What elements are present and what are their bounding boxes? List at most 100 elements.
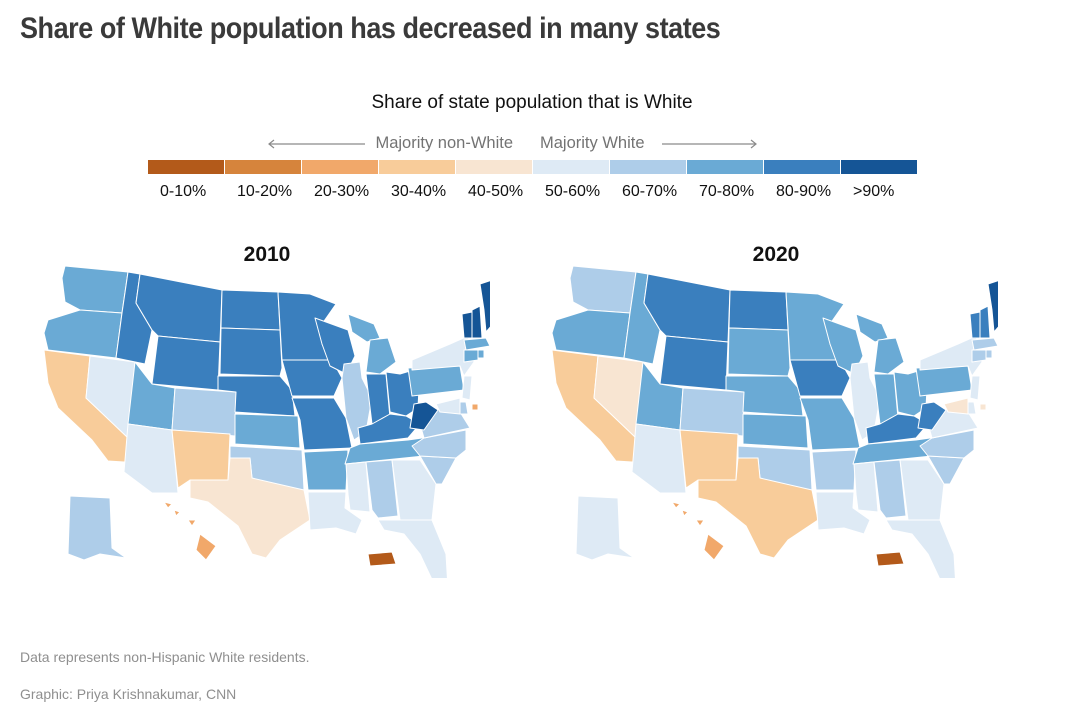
- state-ga: [899, 459, 945, 521]
- state-de: [967, 401, 977, 415]
- state-dc: [979, 403, 987, 411]
- data-note: Data represents non-Hispanic White resid…: [20, 649, 310, 665]
- state-ks: [742, 413, 809, 449]
- legend-label-1: 10-20%: [237, 183, 293, 200]
- legend-label-6: 60-70%: [622, 183, 678, 200]
- state-ga: [391, 459, 437, 521]
- legend-color-scale: [148, 160, 918, 174]
- legend-swatch-7: [687, 160, 763, 174]
- state-sd: [219, 327, 283, 377]
- state-la: [815, 491, 871, 535]
- state-ms: [345, 461, 371, 513]
- legend-label-5: 50-60%: [545, 183, 601, 200]
- legend-swatch-1: [225, 160, 301, 174]
- state-ma: [463, 337, 490, 351]
- legend-label-0: 0-10%: [160, 183, 207, 200]
- legend-labels: 0-10% 10-20% 20-30% 30-40% 40-50% 50-60% 60-70…: [148, 183, 918, 201]
- state-mo: [291, 397, 353, 451]
- legend-swatch-3: [379, 160, 455, 174]
- state-ne: [725, 375, 804, 417]
- state-nc: [411, 429, 467, 459]
- state-de: [459, 401, 469, 415]
- state-fl: [377, 519, 448, 578]
- state-ar: [303, 449, 349, 491]
- state-nj: [461, 375, 473, 401]
- state-fl: [885, 519, 956, 578]
- state-vt: [969, 311, 981, 339]
- legend-label-9: >90%: [853, 183, 895, 200]
- state-wv: [409, 401, 439, 431]
- state-la: [307, 491, 363, 535]
- state-al: [365, 459, 399, 519]
- legend-swatch-2: [302, 160, 378, 174]
- headline: Share of White population has decreased …: [20, 12, 721, 45]
- state-ny: [919, 335, 983, 377]
- state-pa: [407, 365, 465, 397]
- state-nd: [728, 289, 789, 331]
- state-ct: [463, 349, 479, 363]
- state-hi: [671, 501, 725, 561]
- state-pr: [875, 551, 905, 567]
- legend-swatch-6: [610, 160, 686, 174]
- state-md: [943, 397, 969, 415]
- map-title-2020: 2020: [752, 243, 800, 266]
- legend-swatch-4: [456, 160, 532, 174]
- state-ct: [971, 349, 987, 363]
- state-ak: [575, 495, 635, 561]
- state-vt: [461, 311, 473, 339]
- state-ne: [217, 375, 296, 417]
- state-mi: [855, 313, 905, 375]
- state-nc: [919, 429, 975, 459]
- state-nh: [979, 305, 991, 339]
- state-wa: [61, 265, 129, 314]
- legend-swatch-9: [841, 160, 917, 174]
- state-nm: [679, 429, 739, 489]
- legend-swatch-8: [764, 160, 840, 174]
- state-nh: [471, 305, 483, 339]
- state-or: [43, 309, 123, 359]
- state-az: [123, 423, 179, 494]
- state-ia: [281, 359, 343, 397]
- state-al: [873, 459, 907, 519]
- state-md: [435, 397, 461, 415]
- legend-title: Share of state population that is White: [371, 92, 693, 113]
- state-wy: [659, 335, 729, 391]
- state-ri: [985, 349, 993, 359]
- state-sd: [727, 327, 791, 377]
- arrow-lines: [268, 139, 757, 149]
- majority-white-label: Majority White: [540, 134, 645, 152]
- state-ma: [971, 337, 998, 351]
- state-pa: [915, 365, 973, 397]
- map-2010: [43, 265, 490, 578]
- state-ms: [853, 461, 879, 513]
- map-title-2010: 2010: [243, 243, 291, 266]
- state-nd: [220, 289, 281, 331]
- legend-label-7: 70-80%: [699, 183, 755, 200]
- legend-swatch-0: [148, 160, 224, 174]
- state-tx: [697, 457, 819, 559]
- state-mo: [799, 397, 861, 451]
- state-or: [551, 309, 631, 359]
- state-ia: [789, 359, 851, 397]
- state-me: [479, 280, 490, 333]
- legend-label-2: 20-30%: [314, 183, 370, 200]
- state-co: [679, 387, 745, 437]
- state-pr: [367, 551, 397, 567]
- state-dc: [471, 403, 479, 411]
- legend-label-3: 30-40%: [391, 183, 447, 200]
- state-az: [631, 423, 687, 494]
- state-co: [171, 387, 237, 437]
- state-wa: [569, 265, 637, 314]
- state-ks: [234, 413, 301, 449]
- state-tx: [189, 457, 311, 559]
- state-ny: [411, 335, 475, 377]
- legend-label-8: 80-90%: [776, 183, 832, 200]
- majority-arrows: Majority non-White Majority White: [268, 134, 758, 154]
- state-hi: [163, 501, 217, 561]
- state-mi: [347, 313, 397, 375]
- state-ar: [811, 449, 857, 491]
- state-me: [987, 280, 998, 333]
- legend-label-4: 40-50%: [468, 183, 524, 200]
- majority-non-white-label: Majority non-White: [375, 134, 513, 152]
- legend-swatch-5: [533, 160, 609, 174]
